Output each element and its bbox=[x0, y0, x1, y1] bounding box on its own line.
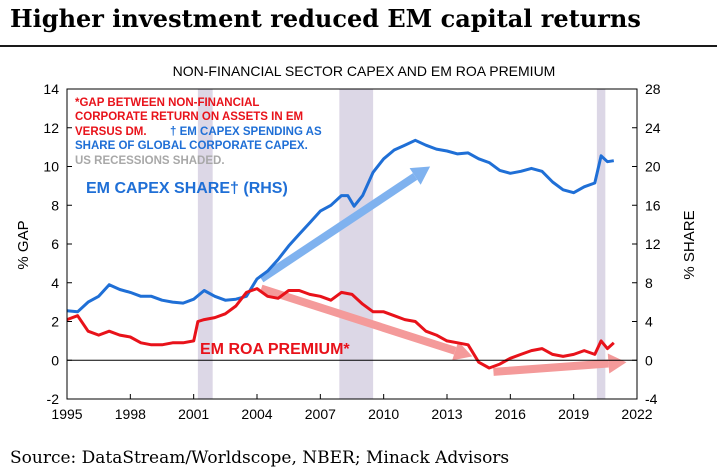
y-left-tick-label: 6 bbox=[51, 236, 59, 252]
note-red-line-2: CORPORATE RETURN ON ASSETS IN EM bbox=[75, 111, 303, 123]
chart-title: NON-FINANCIAL SECTOR CAPEX AND EM ROA PR… bbox=[173, 63, 556, 79]
y-left-tick-label: 0 bbox=[51, 352, 59, 368]
x-tick-label: 2001 bbox=[178, 406, 209, 422]
note-gray: US RECESSIONS SHADED. bbox=[75, 155, 225, 167]
y-left-tick-label: 12 bbox=[43, 120, 59, 136]
y-left-tick-label: 10 bbox=[43, 159, 59, 175]
series-label-roa: EM ROA PREMIUM* bbox=[200, 341, 350, 358]
trend-arrow-1 bbox=[259, 284, 473, 361]
note-red: *GAP BETWEEN NON-FINANCIAL CORPORATE RET… bbox=[75, 97, 306, 138]
x-tick-label: 1995 bbox=[51, 406, 82, 422]
trend-arrows bbox=[259, 166, 627, 376]
series-line-roa-premium bbox=[66, 287, 615, 370]
title-divider bbox=[0, 45, 717, 47]
note-red-line-3: VERSUS DM. bbox=[75, 126, 147, 138]
y-right-tick-label: 24 bbox=[645, 120, 661, 136]
page-title: Higher investment reduced EM capital ret… bbox=[10, 4, 641, 33]
note-blue-line-2: SHARE OF GLOBAL CORPORATE CAPEX. bbox=[75, 140, 308, 152]
recession-band-1 bbox=[339, 89, 374, 399]
source-note: Source: DataStream/Worldscope, NBER; Min… bbox=[10, 448, 510, 468]
y-right-tick-label: 0 bbox=[645, 352, 653, 368]
axes: 1995 1998 2001 2004 2007 2010 2013 2016 2019 2022… bbox=[43, 81, 660, 422]
x-tick-label: 2007 bbox=[305, 406, 336, 422]
x-tick-label: 2013 bbox=[431, 406, 462, 422]
y-right-tick-label: 16 bbox=[645, 197, 661, 213]
trend-arrow-2 bbox=[493, 353, 627, 376]
y-left-tick-label: 4 bbox=[51, 275, 59, 291]
series-lines bbox=[66, 138, 615, 370]
y-right-tick-label: 28 bbox=[645, 81, 661, 97]
x-tick-label: 1998 bbox=[115, 406, 146, 422]
y-axis-left-label: % GAP bbox=[15, 220, 32, 269]
x-tick-label: 2019 bbox=[558, 406, 589, 422]
y-left-tick-label: 14 bbox=[43, 81, 59, 97]
recession-band-2 bbox=[596, 89, 606, 399]
series-label-capex: EM CAPEX SHARE† (RHS) bbox=[86, 180, 288, 197]
y-right-tick-label: 12 bbox=[645, 236, 661, 252]
note-red-line-1: *GAP BETWEEN NON-FINANCIAL bbox=[75, 97, 259, 109]
series-line-capex-share bbox=[66, 138, 615, 314]
y-left-tick-label: -2 bbox=[47, 391, 60, 407]
x-tick-label: 2004 bbox=[241, 406, 272, 422]
trend-arrow-0 bbox=[259, 166, 431, 283]
x-tick-label: 2010 bbox=[368, 406, 399, 422]
y-axis-right-label: % SHARE bbox=[681, 210, 698, 279]
y-left-tick-label: 2 bbox=[51, 314, 59, 330]
y-right-tick-label: 20 bbox=[645, 159, 661, 175]
note-blue-line-1: † EM CAPEX SPENDING AS bbox=[170, 126, 322, 138]
y-right-tick-label: -4 bbox=[645, 391, 658, 407]
y-left-tick-label: 8 bbox=[51, 197, 59, 213]
y-right-tick-label: 8 bbox=[645, 275, 653, 291]
y-right-tick-label: 4 bbox=[645, 314, 653, 330]
x-tick-label: 2022 bbox=[621, 406, 652, 422]
note-blue: † EM CAPEX SPENDING AS SHARE OF GLOBAL C… bbox=[75, 126, 325, 152]
x-tick-label: 2016 bbox=[495, 406, 526, 422]
